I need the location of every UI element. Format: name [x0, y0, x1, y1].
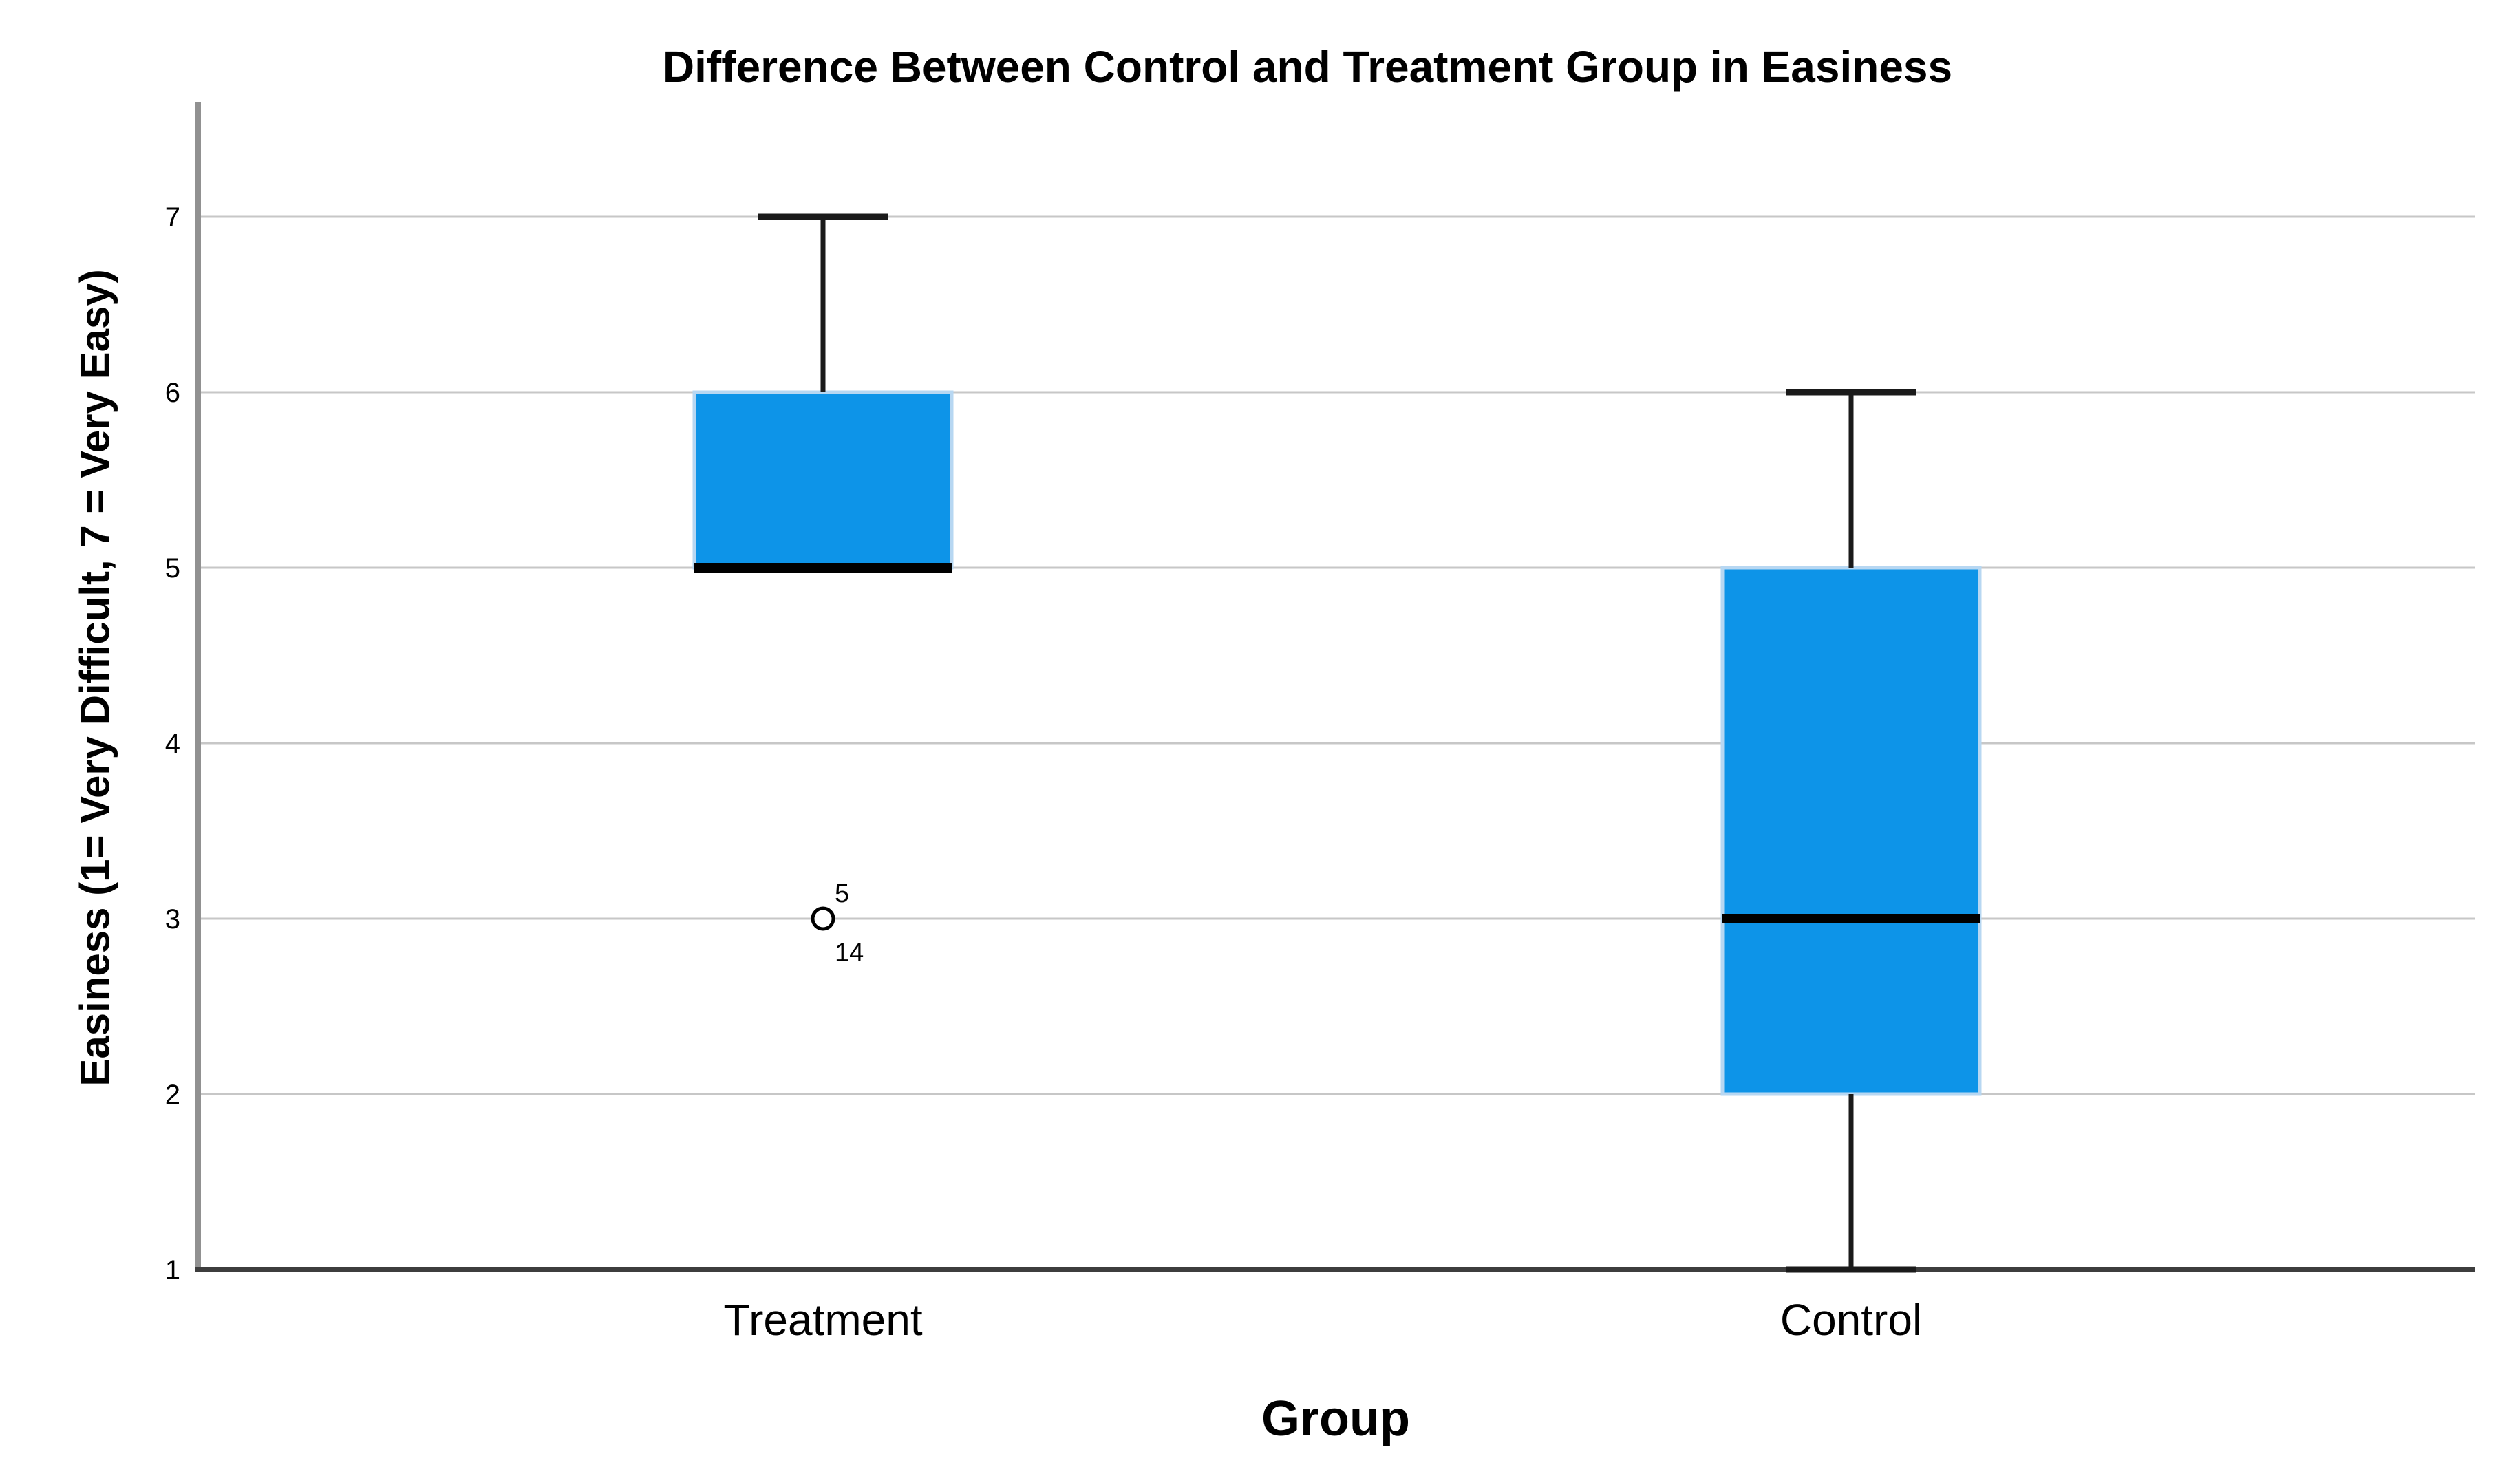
y-tick-label-4: 4 — [165, 729, 180, 759]
y-tick-label-7: 7 — [165, 202, 180, 233]
y-tick-label-6: 6 — [165, 378, 180, 408]
outlier-case-label-treatment-1: 5 — [835, 879, 849, 908]
box-control — [1720, 566, 1982, 1096]
y-tick-label-2: 2 — [165, 1080, 180, 1110]
y-axis-title: Easiness (1= Very Difficult, 7 = Very Ea… — [72, 269, 118, 1087]
box-treatment — [692, 390, 954, 570]
chart-title: Difference Between Control and Treatment… — [662, 42, 1953, 92]
outlier-point-treatment — [811, 906, 835, 931]
outlier-case-label-treatment-2: 14 — [835, 939, 864, 967]
y-tick-label-3: 3 — [165, 904, 180, 934]
x-axis-title: Group — [1261, 1391, 1410, 1446]
x-category-label-treatment: Treatment — [723, 1295, 923, 1345]
y-tick-label-1: 1 — [165, 1255, 180, 1285]
y-tick-label-5: 5 — [165, 553, 180, 584]
x-category-label-control: Control — [1780, 1295, 1922, 1345]
